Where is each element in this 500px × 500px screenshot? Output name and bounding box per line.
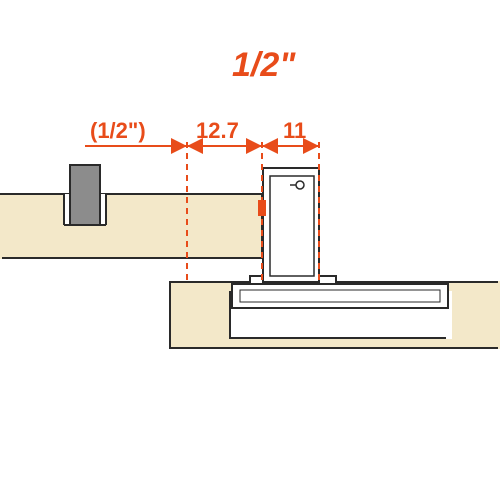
hinge-arm bbox=[232, 284, 448, 308]
dimension-label-2: 11 bbox=[283, 118, 306, 143]
top-board-open-edge bbox=[0, 193, 2, 259]
top-board-notch-front bbox=[70, 165, 100, 225]
dimension-label-0: (1/2") bbox=[90, 118, 146, 143]
title-label: 1/2" bbox=[232, 46, 296, 84]
dimension-label-1: 12.7 bbox=[196, 118, 239, 143]
top-board bbox=[0, 194, 262, 258]
